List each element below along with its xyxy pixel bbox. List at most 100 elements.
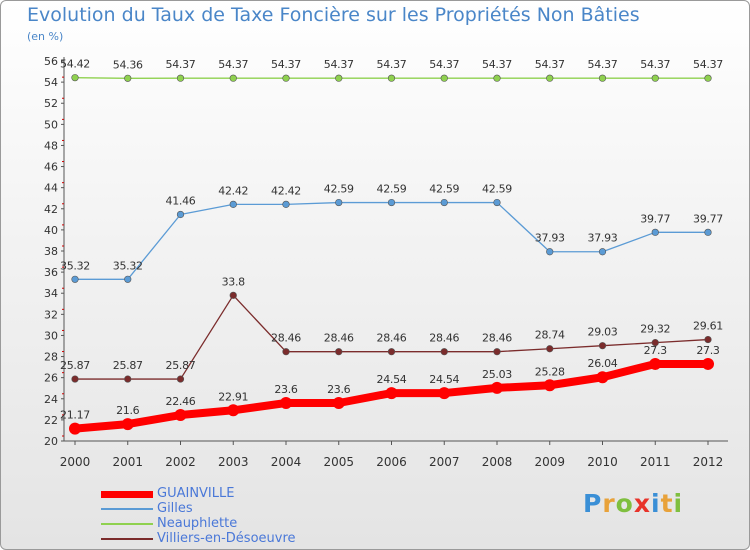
data-label: 54.36	[113, 58, 143, 71]
y-tick-label: 32	[44, 308, 58, 321]
y-tick-label: 22	[44, 414, 58, 427]
data-label: 37.93	[535, 232, 565, 245]
x-tick-label: 2011	[640, 455, 671, 469]
data-label: 28.46	[271, 332, 301, 345]
data-label: 27.3	[696, 344, 720, 357]
data-label: 29.61	[693, 320, 723, 333]
data-point	[280, 397, 292, 409]
data-point	[71, 275, 79, 283]
data-label: 54.37	[271, 58, 301, 71]
data-point	[121, 418, 134, 431]
data-label: 42.59	[482, 183, 512, 196]
x-tick-label: 2002	[165, 455, 196, 469]
data-label: 25.87	[60, 359, 90, 372]
data-point	[124, 375, 132, 383]
data-point	[69, 422, 81, 435]
data-label: 25.87	[113, 359, 143, 372]
y-tick-label: 38	[44, 245, 58, 258]
x-tick-label: 2010	[587, 455, 618, 469]
data-point	[176, 375, 185, 383]
data-point	[438, 387, 451, 400]
data-label: 28.46	[377, 332, 407, 345]
data-label: 42.59	[324, 183, 354, 196]
y-tick-label: 54	[44, 76, 58, 89]
data-label: 25.03	[482, 368, 512, 381]
y-tick-label: 40	[44, 224, 58, 237]
data-point	[335, 348, 343, 356]
data-label: 54.37	[429, 58, 459, 71]
y-tick-label: 46	[44, 161, 58, 174]
data-label: 26.04	[588, 357, 618, 370]
y-tick-label: 56	[44, 55, 58, 68]
data-label: 42.59	[377, 183, 407, 196]
y-tick-label: 28	[44, 351, 58, 364]
data-point	[332, 397, 345, 409]
data-label: 23.6	[327, 383, 351, 396]
data-label: 54.37	[482, 58, 512, 71]
proxiti-logo: Proxiti	[583, 489, 684, 518]
data-point	[282, 348, 290, 356]
data-point	[176, 210, 185, 219]
legend-swatch-neauphlette	[101, 523, 153, 525]
data-label: 35.32	[60, 259, 90, 272]
data-label: 28.46	[324, 332, 354, 345]
data-point	[229, 74, 237, 82]
data-point	[229, 291, 237, 299]
legend-label-villiers: Villiers-en-Désoeuvre	[157, 531, 296, 546]
data-point	[546, 248, 554, 256]
data-point	[176, 74, 185, 82]
data-point	[704, 335, 712, 344]
data-label: 54.37	[377, 58, 407, 71]
y-tick-label: 52	[44, 97, 58, 110]
legend-swatch-villiers	[101, 538, 153, 540]
x-tick-label: 2006	[376, 455, 407, 469]
data-point	[546, 345, 554, 353]
y-tick-label: 30	[44, 329, 58, 342]
y-tick-label: 34	[44, 287, 58, 300]
legend-swatch-gilles	[101, 508, 153, 510]
data-label: 54.37	[166, 58, 196, 71]
data-point	[704, 228, 712, 236]
data-point	[71, 74, 79, 82]
x-tick-label: 2005	[323, 455, 354, 469]
data-point	[282, 74, 290, 82]
data-point	[387, 198, 396, 207]
data-label: 27.3	[644, 344, 668, 357]
data-label: 22.91	[218, 390, 248, 403]
x-tick-label: 2000	[60, 455, 91, 469]
data-point	[335, 74, 343, 82]
chart-subtitle: (en %)	[27, 30, 64, 43]
data-point	[174, 409, 187, 422]
y-tick-label: 24	[44, 393, 58, 406]
data-point	[491, 381, 503, 394]
data-label: 41.46	[166, 194, 196, 207]
data-point	[124, 275, 132, 283]
data-label: 54.37	[640, 58, 670, 71]
data-label: 24.54	[377, 373, 407, 386]
y-tick-label: 42	[44, 203, 58, 216]
data-point	[598, 248, 607, 256]
data-label: 54.37	[324, 58, 354, 71]
data-label: 29.32	[640, 323, 670, 336]
legend-label-guainville: GUAINVILLE	[157, 486, 235, 501]
data-point	[71, 375, 79, 383]
x-tick-label: 2008	[482, 455, 513, 469]
legend-label-neauphlette: Neauphlette	[157, 516, 238, 531]
data-point	[704, 74, 712, 82]
x-tick-label: 2001	[112, 455, 143, 469]
data-label: 22.46	[166, 395, 196, 408]
legend-swatch-guainville	[101, 491, 153, 498]
legend-label-gilles: Gilles	[157, 501, 193, 516]
data-point	[702, 357, 714, 370]
data-point	[493, 74, 501, 82]
data-label: 35.32	[113, 259, 143, 272]
y-tick-label: 44	[44, 182, 58, 195]
x-tick-label: 2004	[271, 455, 302, 469]
data-label: 39.77	[693, 212, 723, 225]
data-label: 54.37	[218, 58, 248, 71]
data-label: 21.6	[116, 404, 140, 417]
x-tick-label: 2007	[429, 455, 460, 469]
y-tick-label: 48	[44, 139, 58, 152]
data-label: 54.37	[588, 58, 618, 71]
